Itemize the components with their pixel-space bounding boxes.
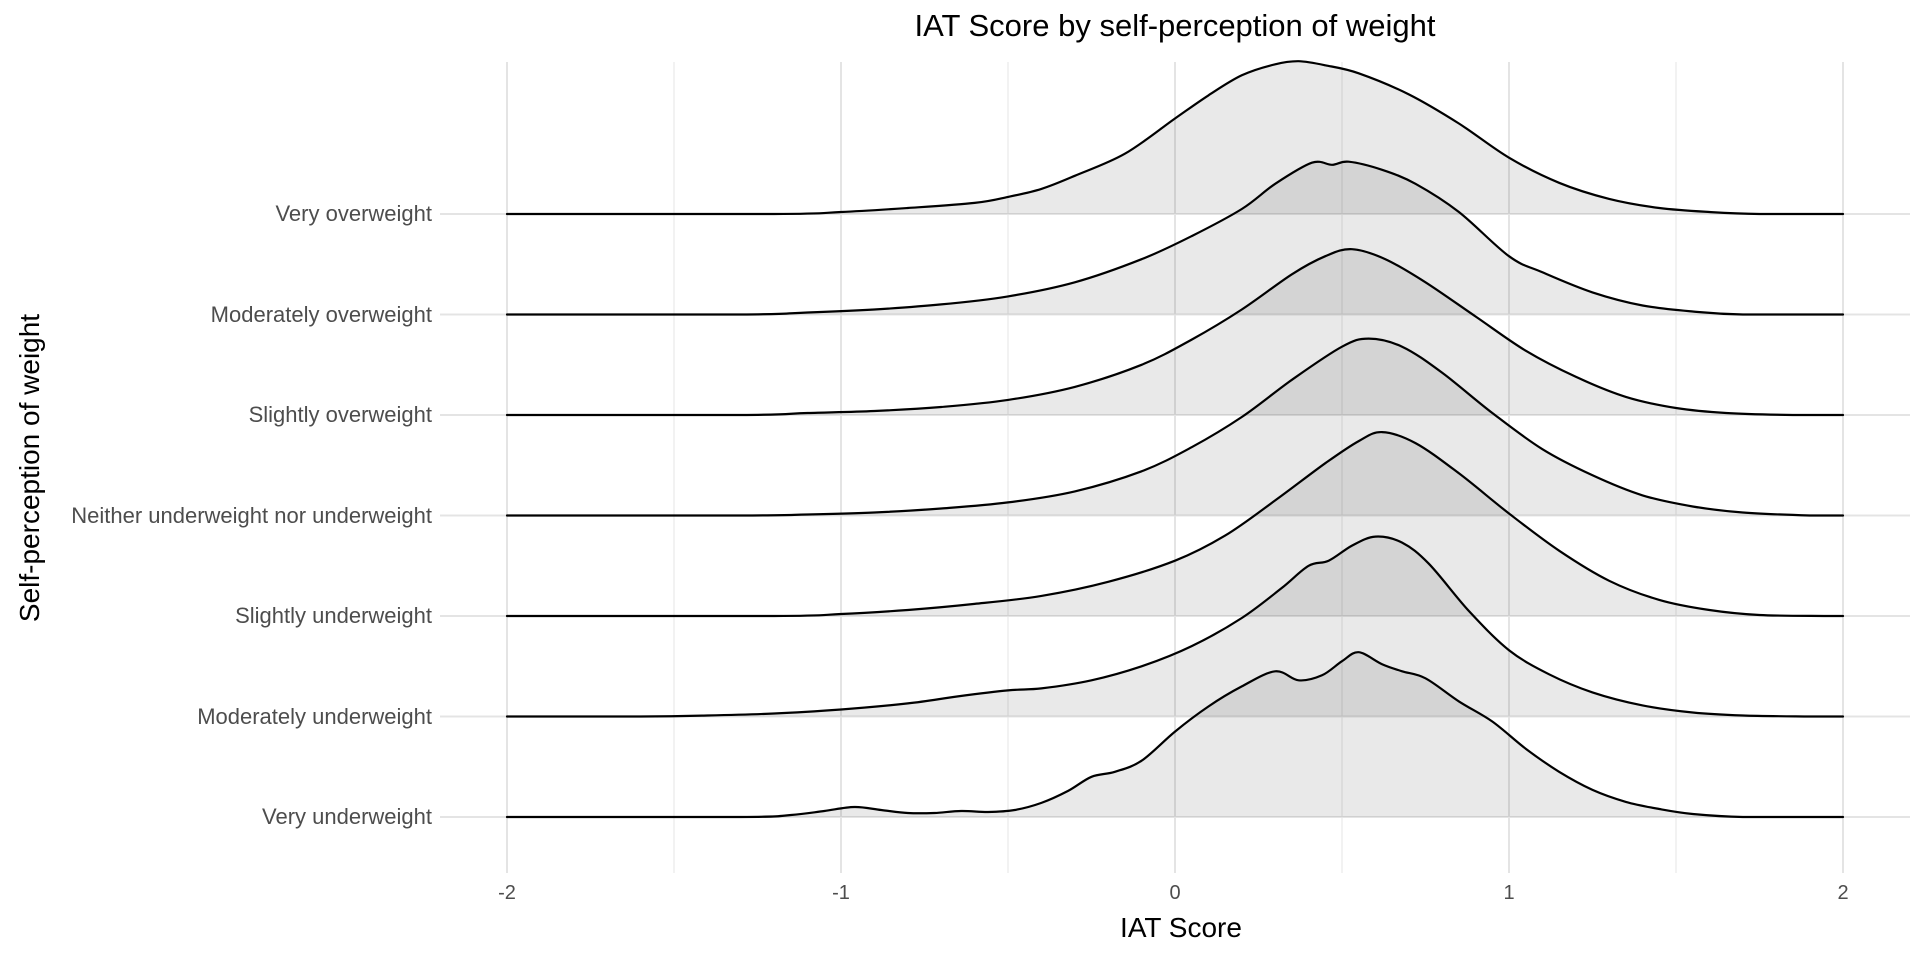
y-tick-label: Slightly overweight (248, 402, 432, 427)
ridge-4 (505, 430, 1845, 618)
ridge-6 (505, 651, 1845, 819)
ridge-fill (507, 161, 1843, 315)
ridge-fill (507, 338, 1843, 516)
y-tick-label: Slightly underweight (235, 603, 432, 628)
ridge-3 (505, 337, 1845, 517)
x-tick-label: 0 (1169, 882, 1181, 904)
ridge-outline (505, 160, 1845, 316)
ridge-fill (507, 432, 1843, 616)
y-axis-title: Self-perception of weight (14, 313, 45, 623)
ridge-0 (505, 60, 1845, 216)
ridge-fill (507, 61, 1843, 214)
ridge-outline (505, 535, 1845, 718)
ridge-fill (507, 652, 1843, 817)
ridge-outline (505, 337, 1845, 517)
ridge-2 (505, 248, 1845, 417)
ridge-outline (505, 248, 1845, 417)
x-axis-title: IAT Score (1120, 912, 1242, 943)
y-tick-label: Moderately overweight (210, 301, 432, 327)
y-tick-label: Very overweight (275, 201, 432, 226)
x-tick-label: -1 (832, 882, 850, 904)
ridge-outline (505, 60, 1845, 216)
ridge-fill (507, 249, 1843, 415)
ridge-5 (505, 535, 1845, 718)
x-tick-label: 1 (1503, 882, 1515, 904)
y-tick-label: Moderately underweight (197, 703, 432, 729)
chart-title: IAT Score by self-perception of weight (914, 8, 1436, 43)
ridge-outline (505, 430, 1845, 618)
y-tick-label: Neither underweight nor underweight (71, 502, 432, 528)
ridge-fill (507, 536, 1843, 717)
x-tick-label: 2 (1837, 882, 1849, 904)
ridge-outline (505, 651, 1845, 819)
x-tick-label: -2 (498, 882, 516, 904)
ridges (505, 60, 1845, 819)
ridge-1 (505, 160, 1845, 316)
y-tick-label: Very underweight (262, 804, 432, 829)
